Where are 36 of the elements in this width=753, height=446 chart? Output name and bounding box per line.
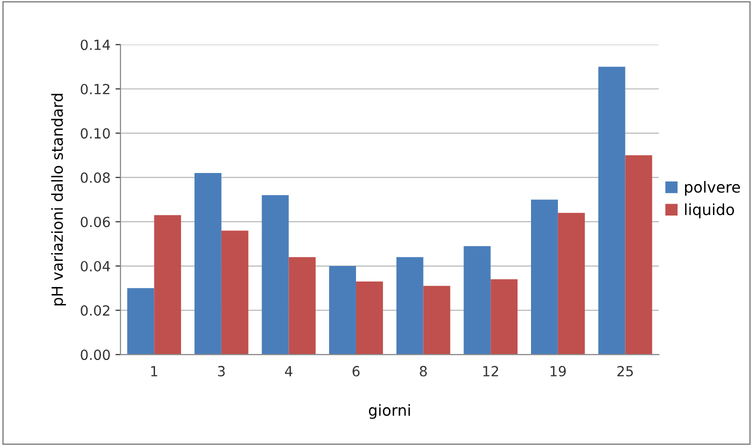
y-tick-label: 0.08: [80, 172, 110, 183]
x-tick-label: 4: [284, 366, 292, 376]
x-tick-label: 12: [483, 366, 498, 376]
bar: [194, 173, 222, 355]
bar: [598, 66, 626, 355]
bar: [288, 257, 316, 355]
x-tick-label: 8: [420, 366, 427, 376]
bar: [154, 215, 182, 355]
y-tick-label: 0.12: [80, 84, 110, 94]
bar: [464, 246, 491, 355]
bar: [531, 200, 558, 355]
bar: [221, 230, 248, 355]
bar: [262, 195, 289, 355]
legend-label: liquido: [685, 203, 734, 218]
x-axis-title: giorni: [368, 404, 410, 419]
bar: [625, 155, 652, 355]
x-tick-label: 19: [550, 366, 566, 376]
bar: [558, 212, 585, 355]
bar: [127, 288, 154, 355]
bar: [329, 266, 356, 355]
y-tick-label: 0.00: [80, 350, 110, 360]
y-tick-label: 0.10: [80, 128, 110, 139]
x-tick-label: 6: [352, 366, 360, 376]
bar: [490, 279, 518, 355]
bar: [396, 257, 424, 355]
y-tick-label: 0.14: [80, 40, 110, 50]
y-tick-label: 0.02: [80, 305, 110, 316]
x-tick-label: 1: [151, 366, 158, 376]
y-tick-label: 0.06: [80, 216, 110, 228]
legend-label: polvere: [685, 180, 740, 196]
y-tick-label: 0.04: [80, 260, 110, 272]
x-tick-label: 3: [218, 366, 225, 376]
bar: [423, 286, 450, 355]
x-tick-label: 25: [617, 366, 633, 376]
y-axis-title: pH variazioni dallo standard: [51, 94, 66, 306]
bar: [356, 282, 383, 355]
